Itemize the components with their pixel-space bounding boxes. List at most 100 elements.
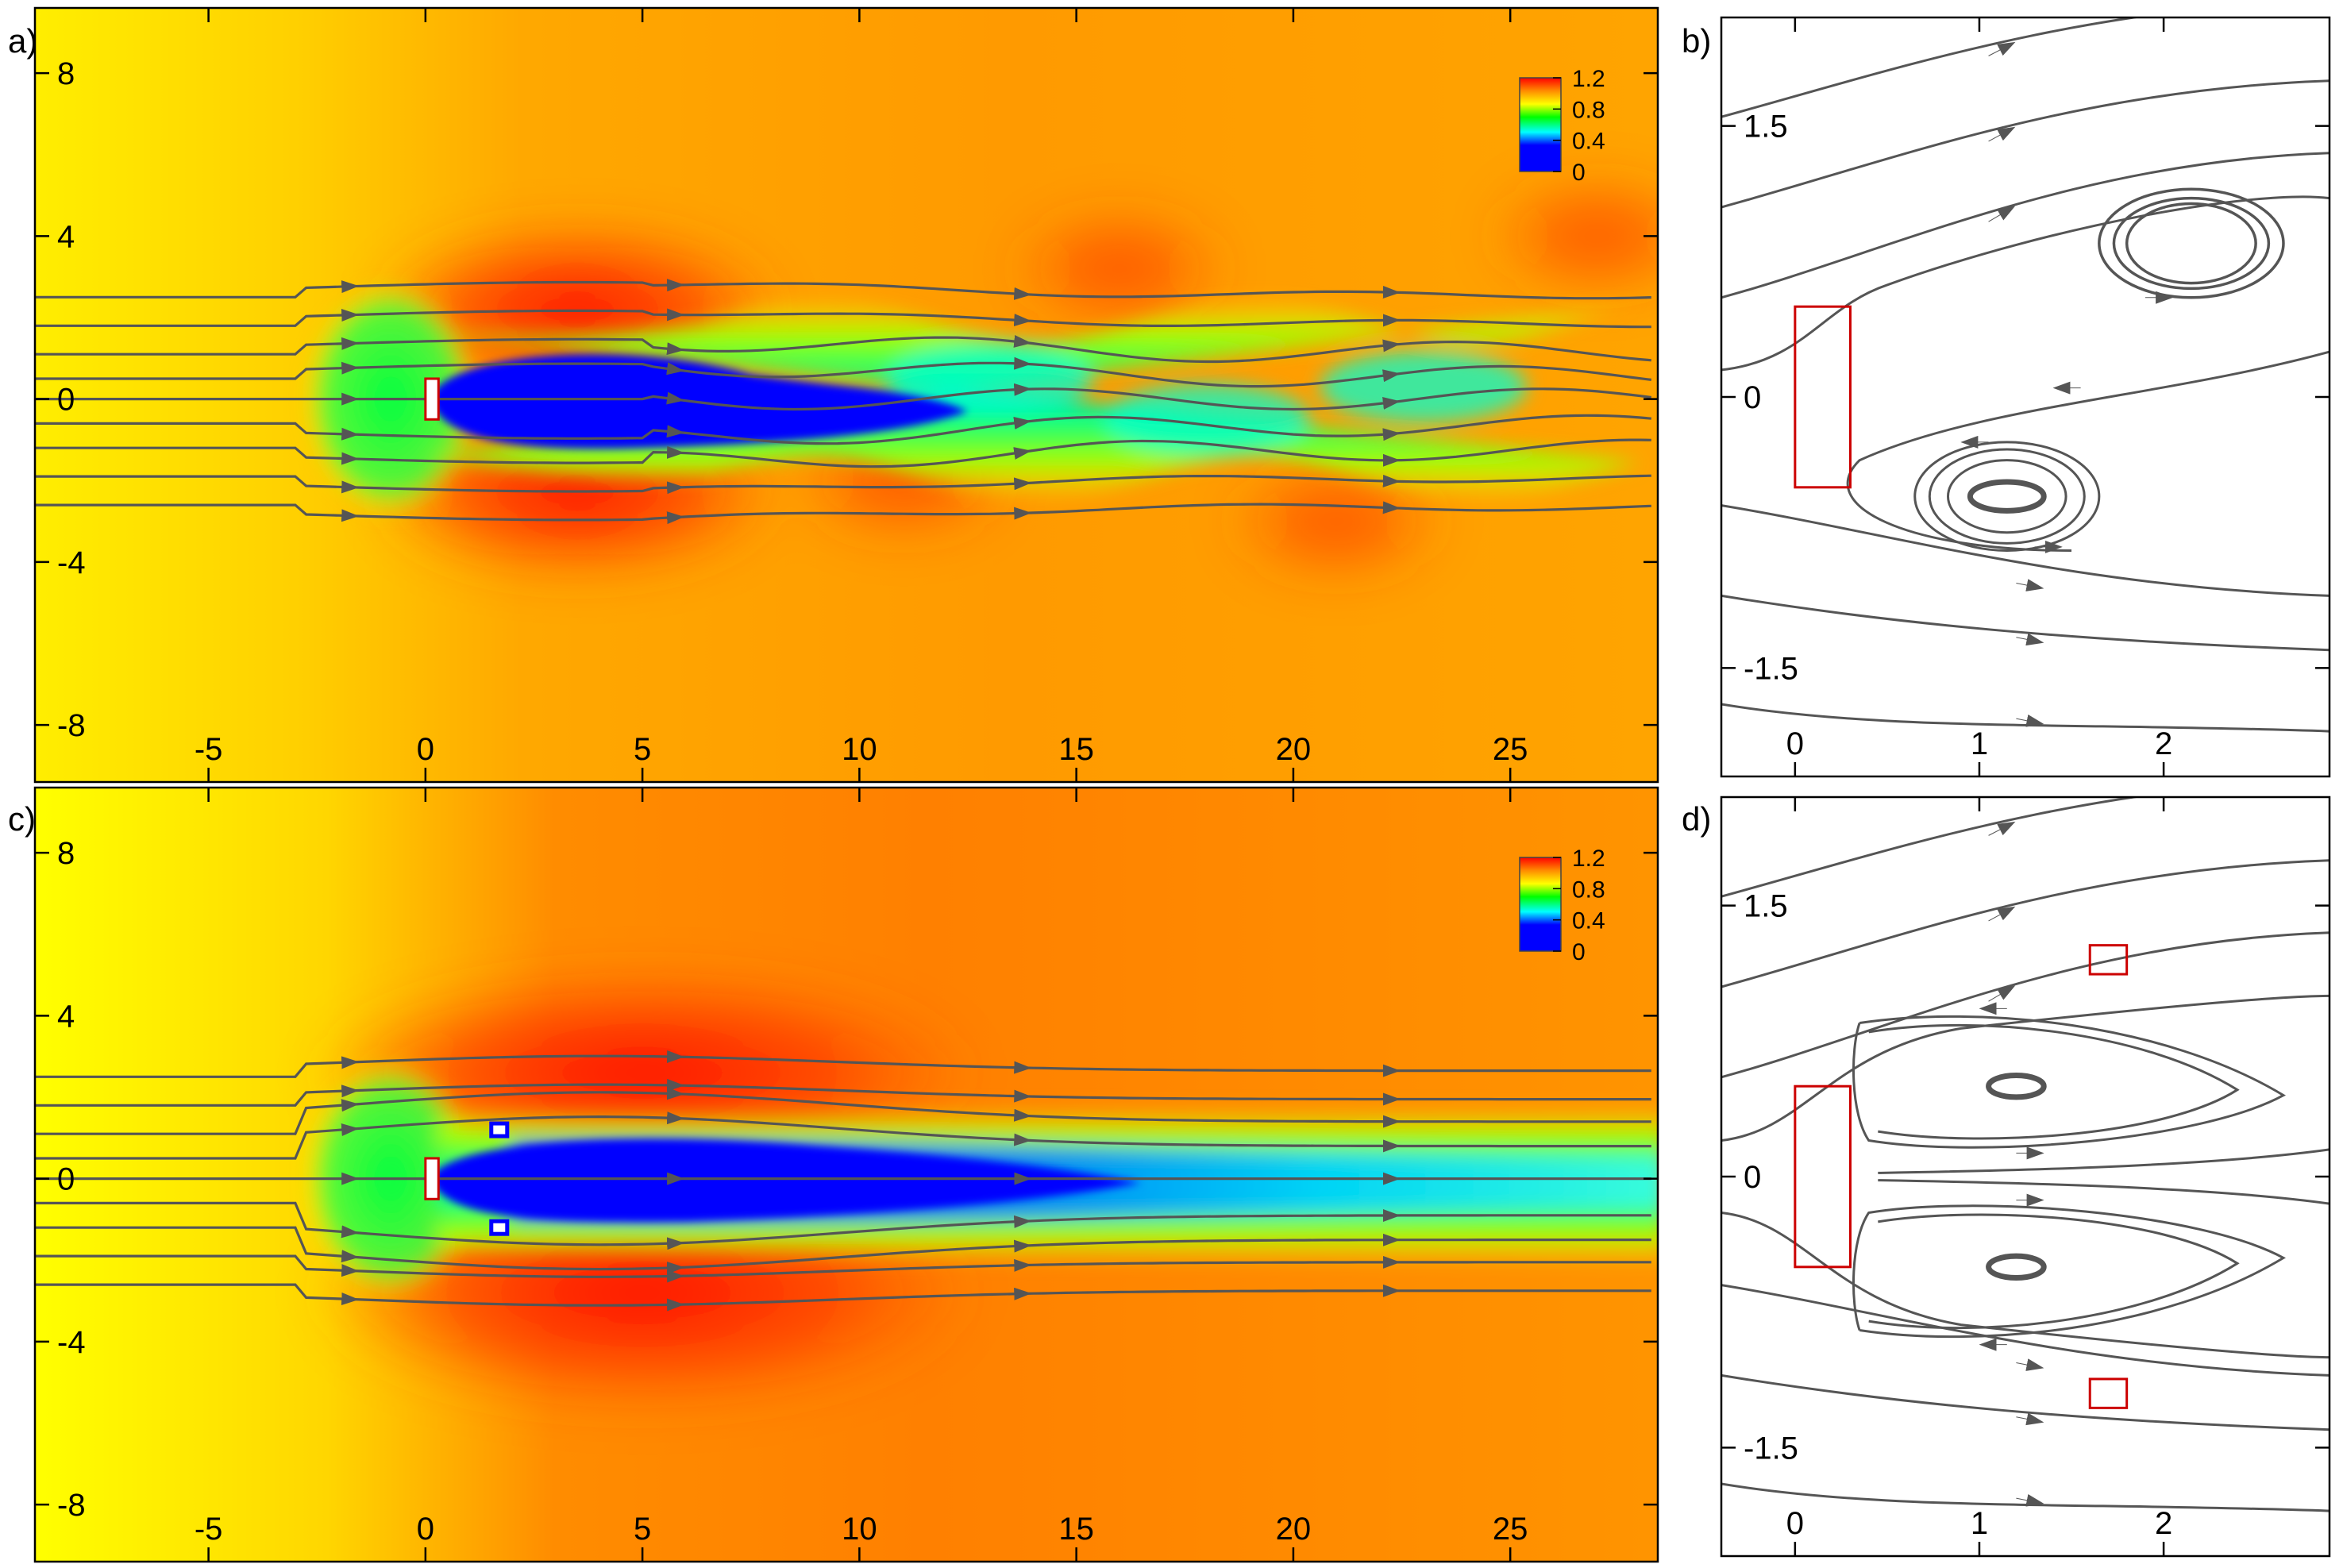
- streamline-d: [1721, 1212, 2330, 1359]
- streamline-arrow-c: [338, 1264, 360, 1277]
- streamline-arrow-b: [2016, 579, 2044, 591]
- panel-d: 0 1 2 1.5 0 -1.5: [1720, 796, 2331, 1558]
- control-cylinder-c: [489, 1121, 510, 1138]
- x-tick-label-b: 0: [1786, 726, 1804, 761]
- streamline-b: [1721, 594, 2330, 652]
- vortex-loop-d: [1868, 1023, 2240, 1140]
- vortex-loop-b: [2125, 202, 2257, 285]
- streamline-b: [1721, 152, 2330, 299]
- streamline-arrow-a: [1380, 501, 1401, 514]
- streamline-arrow-d: [1988, 821, 2016, 836]
- vortex-loop-d: [1852, 1015, 2287, 1149]
- streamline-arrow-a: [1380, 397, 1401, 410]
- colorbar-c: [1519, 857, 1562, 952]
- colorbar-label-a: 0.4: [1572, 129, 1605, 155]
- panel-b: 0 1 2 1.5 0 -1.5: [1720, 16, 2331, 778]
- streamline-arrow-a: [664, 362, 684, 376]
- plot-background-d: [1721, 797, 2330, 1556]
- streamline-b: [1846, 350, 2330, 552]
- y-tick-label-d: 1.5: [1744, 889, 1788, 924]
- x-tick-label-c: 20: [1276, 1512, 1312, 1547]
- colorbar-label-c: 1.2: [1572, 846, 1605, 872]
- x-tick-label-a: 20: [1276, 732, 1312, 767]
- streamline-arrow-c: [664, 1087, 685, 1100]
- y-tick-label-d: 0: [1744, 1160, 1761, 1195]
- streamline-arrow-a: [1380, 369, 1401, 383]
- streamline-d: [1721, 931, 2330, 1079]
- panel-a: -5 0 5 10 15 20 25 8 4 0 -4 -8 1.2 0.8 0.4 0: [33, 6, 1659, 784]
- streamline-arrow-a: [1011, 477, 1032, 491]
- x-tick-label-a: 0: [417, 732, 434, 767]
- x-tick-label-a: 5: [634, 732, 651, 767]
- x-tick-label-a: 15: [1058, 732, 1094, 767]
- panel-label-b: b): [1682, 22, 1712, 60]
- plot-background-b: [1721, 17, 2330, 776]
- colorbar-label-a: 0: [1572, 160, 1586, 186]
- x-tick-label-c: -5: [195, 1512, 223, 1547]
- x-tick-label-a: 10: [842, 732, 877, 767]
- control-cylinder-d: [2088, 1377, 2129, 1409]
- streamline-d: [1721, 994, 2330, 1142]
- streamline-d: [1721, 1482, 2330, 1512]
- streamline-b: [1721, 17, 2142, 118]
- plate-body-c: [424, 1157, 440, 1200]
- streamline-arrow-c: [664, 1111, 685, 1125]
- streamline-arrow-a: [1011, 335, 1032, 348]
- red-lobe-a: [1225, 457, 1448, 585]
- x-tick-label-c: 0: [417, 1512, 434, 1547]
- streamline-b: [1721, 79, 2330, 209]
- streamline-arrow-a: [1011, 314, 1032, 327]
- red-lobe-a: [1486, 172, 1658, 300]
- x-tick-label-d: 2: [2155, 1506, 2172, 1541]
- cyan-pocket-a: [1320, 351, 1527, 423]
- streamline-arrow-c: [664, 1237, 685, 1250]
- x-tick-label-b: 2: [2155, 726, 2172, 761]
- panel-label-c: c): [8, 800, 36, 838]
- streamline-arrow-c: [338, 1056, 360, 1069]
- streamline-arrow-d: [2016, 1358, 2044, 1371]
- x-tick-label-d: 1: [1971, 1506, 1988, 1541]
- vortex-core-d: [1986, 1073, 2047, 1100]
- x-tick-label-a: 25: [1493, 732, 1528, 767]
- vortex-loop-b: [2112, 196, 2271, 291]
- streamline-arrow-a: [1011, 447, 1032, 460]
- vortex-loop-b: [2098, 187, 2285, 299]
- red-lobe-a: [1008, 205, 1231, 333]
- y-tick-label-b: 0: [1744, 380, 1761, 415]
- streamline-arrow-d: [1988, 906, 2016, 922]
- y-tick-label-c: -4: [57, 1325, 86, 1360]
- streamline-b: [1721, 703, 2330, 733]
- y-tick-label-b: 1.5: [1744, 110, 1788, 144]
- streamline-d: [1878, 1148, 2330, 1174]
- x-tick-label-c: 10: [842, 1512, 877, 1547]
- y-tick-label-b: -1.5: [1744, 651, 1798, 686]
- colorbar-label-c: 0.4: [1572, 908, 1605, 934]
- panel-c: -5 0 5 10 15 20 25 8 4 0 -4 -8 1.2 0.8 0.4 0: [33, 786, 1659, 1563]
- y-tick-label-a: 8: [57, 56, 75, 91]
- streamline-arrow-a: [1011, 287, 1032, 300]
- streamline-arrow-c: [1011, 1108, 1032, 1122]
- x-tick-label-b: 1: [1971, 726, 1988, 761]
- vortex-loop-d: [1868, 1213, 2240, 1330]
- vortex-core-b: [1967, 479, 2047, 514]
- control-cylinder-d: [2088, 944, 2129, 976]
- x-tick-label-a: -5: [195, 732, 223, 767]
- streamline-arrow-b: [2016, 633, 2044, 646]
- cyan-pocket-a: [1103, 383, 1310, 456]
- streamline-arrow-b: [1988, 41, 2016, 56]
- y-tick-label-a: -8: [57, 708, 86, 743]
- streamline-arrow-b: [1988, 206, 2016, 222]
- colorbar-label-a: 0.8: [1572, 97, 1605, 123]
- y-tick-label-a: 4: [57, 219, 75, 254]
- colorbar-label-a: 1.2: [1572, 66, 1605, 92]
- colorbar-label-c: 0: [1572, 939, 1586, 965]
- y-tick-label-c: 4: [57, 999, 75, 1034]
- vortex-core-d: [1986, 1253, 2047, 1281]
- panel-label-a: a): [8, 22, 38, 60]
- control-cylinder-c: [489, 1219, 510, 1236]
- recirculation-bubble-c: [430, 1138, 1142, 1222]
- streamline-arrow-a: [1011, 383, 1032, 396]
- plate-body-a: [424, 377, 440, 421]
- streamline-arrow-b: [2016, 714, 2044, 727]
